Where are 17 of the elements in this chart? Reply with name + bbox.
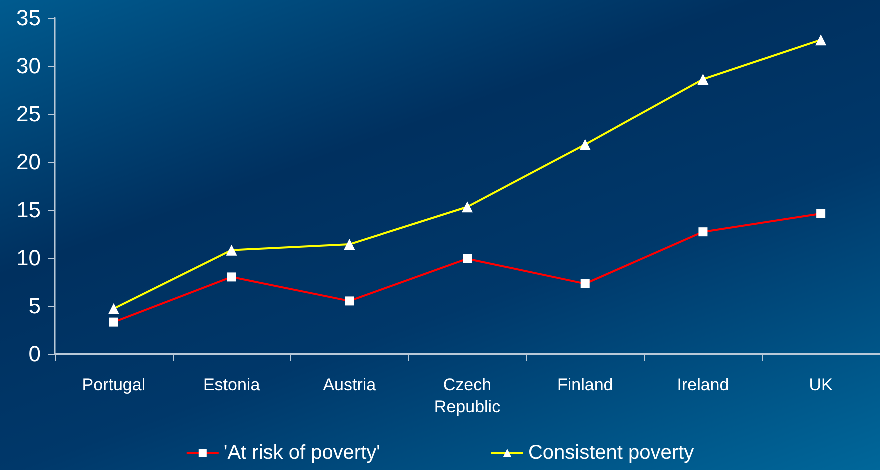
x-tick-label: Portugal bbox=[82, 376, 146, 394]
x-tick-label: Finland bbox=[557, 376, 614, 394]
x-tick-label: Czech Republic bbox=[434, 376, 502, 416]
y-tick-label: 10 bbox=[16, 246, 41, 270]
y-tick-label: 0 bbox=[28, 342, 41, 366]
x-tick-label: Estonia bbox=[203, 376, 261, 394]
legend-label: 'At risk of poverty' bbox=[224, 442, 380, 464]
legend-label: Consistent poverty bbox=[528, 442, 694, 464]
y-tick-label: 15 bbox=[16, 198, 41, 222]
x-tick-label: UK bbox=[809, 376, 834, 394]
y-tick-label: 20 bbox=[16, 150, 41, 174]
y-tick-label: 30 bbox=[16, 54, 41, 78]
x-tick-label: Austria bbox=[323, 376, 377, 394]
y-tick-label: 5 bbox=[28, 294, 41, 318]
x-tick-label: Ireland bbox=[677, 376, 730, 394]
y-tick-label: 25 bbox=[16, 102, 41, 126]
y-tick-label: 35 bbox=[16, 6, 41, 30]
